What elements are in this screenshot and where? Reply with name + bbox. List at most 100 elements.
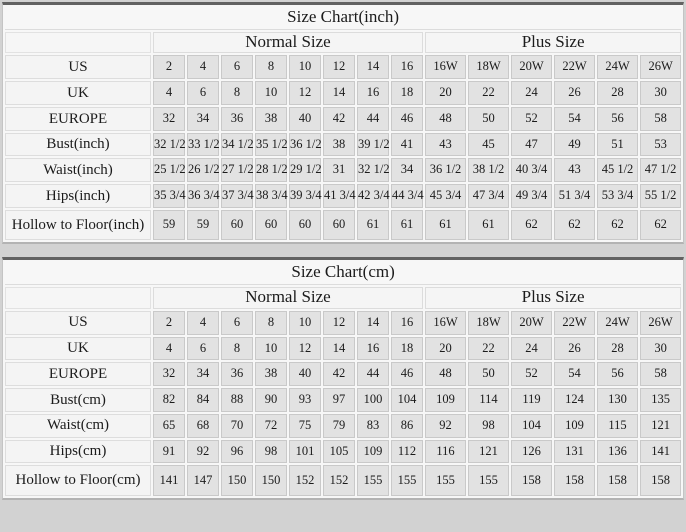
table-title-row: Size Chart(cm) (5, 262, 682, 286)
row-label: Hollow to Floor(cm) (5, 465, 151, 496)
size-cell: 152 (323, 465, 355, 496)
size-cell: 14 (357, 55, 389, 80)
size-cell: 82 (153, 388, 185, 412)
size-cell: 49 (554, 132, 595, 157)
size-cell: 22 (468, 81, 509, 105)
size-cell: 32 1/2 (153, 132, 186, 157)
size-cell: 16W (425, 55, 466, 80)
group-header-normal: Normal Size (153, 31, 423, 54)
size-cell: 45 1/2 (597, 158, 638, 183)
size-cell: 34 (391, 158, 423, 183)
size-cell: 28 (597, 336, 638, 361)
corner-cell (5, 31, 151, 54)
group-header-plus: Plus Size (425, 31, 682, 54)
size-cell: 38 1/2 (468, 158, 509, 183)
size-cell: 50 (468, 362, 509, 386)
size-cell: 114 (468, 388, 509, 412)
size-cell: 18 (391, 336, 423, 361)
size-cell: 39 3/4 (289, 184, 322, 208)
size-cell: 136 (597, 439, 638, 464)
table-row: UK 4 6 8 10 12 14 16 18 20 22 24 26 28 30 (5, 81, 682, 105)
size-cell: 51 3/4 (554, 184, 595, 208)
size-cell: 16 (391, 55, 423, 80)
size-cell: 53 3/4 (597, 184, 638, 208)
size-cell: 2 (153, 310, 185, 335)
size-cell: 37 3/4 (221, 184, 254, 208)
size-cell: 92 (425, 413, 466, 438)
size-cell: 8 (255, 55, 287, 80)
size-cell: 18 (391, 81, 423, 105)
size-cell: 38 (255, 106, 287, 131)
size-cell: 48 (425, 362, 466, 386)
size-cell: 6 (187, 81, 219, 105)
size-cell: 25 1/2 (153, 158, 186, 183)
size-cell: 20W (511, 55, 552, 80)
size-chart-cm-table: Size Chart(cm) Normal Size Plus Size US 2 4 6 8… (2, 257, 684, 500)
size-cell: 41 3/4 (323, 184, 356, 208)
size-cell: 26 (554, 81, 595, 105)
size-cell: 20 (425, 336, 466, 361)
table-title-row: Size Chart(inch) (5, 7, 682, 30)
table-title: Size Chart(cm) (5, 262, 682, 286)
size-cell: 98 (468, 413, 509, 438)
table-row: Hips(inch) 35 3/4 36 3/4 37 3/4 38 3/4 39 3/4… (5, 184, 682, 208)
size-cell: 130 (597, 388, 638, 412)
size-cell: 98 (255, 439, 287, 464)
size-cell: 22W (554, 310, 595, 335)
size-cell: 52 (511, 106, 552, 131)
size-cell: 46 (391, 106, 423, 131)
size-cell: 35 1/2 (255, 132, 288, 157)
size-cell: 14 (323, 81, 355, 105)
size-cell: 12 (323, 55, 355, 80)
size-cell: 126 (511, 439, 552, 464)
size-cell: 27 1/2 (221, 158, 254, 183)
size-cell: 26 1/2 (187, 158, 220, 183)
size-cell: 18W (468, 55, 509, 80)
table-row: US 2 4 6 8 10 12 14 16 16W 18W 20W 22W 24W 26W (5, 310, 682, 335)
size-cell: 45 (468, 132, 509, 157)
size-cell: 32 1/2 (357, 158, 390, 183)
size-cell: 61 (468, 209, 509, 241)
size-cell: 40 3/4 (511, 158, 552, 183)
size-cell: 43 (554, 158, 595, 183)
size-cell: 101 (289, 439, 321, 464)
size-cell: 32 (153, 106, 185, 131)
size-cell: 10 (289, 55, 321, 80)
size-cell: 150 (255, 465, 287, 496)
size-cell: 4 (153, 81, 185, 105)
size-cell: 6 (221, 310, 253, 335)
size-cell: 51 (597, 132, 638, 157)
size-cell: 62 (554, 209, 595, 241)
size-cell: 62 (597, 209, 638, 241)
size-cell: 60 (221, 209, 253, 241)
size-cell: 16W (425, 310, 466, 335)
size-cell: 4 (153, 336, 185, 361)
size-cell: 58 (640, 362, 682, 386)
size-cell: 53 (640, 132, 682, 157)
size-cell: 155 (425, 465, 466, 496)
size-cell: 131 (554, 439, 595, 464)
size-cell: 158 (511, 465, 552, 496)
size-cell: 79 (323, 413, 355, 438)
size-cell: 36 (221, 362, 253, 386)
size-cell: 135 (640, 388, 682, 412)
size-cell: 116 (425, 439, 466, 464)
size-cell: 24W (597, 310, 638, 335)
size-cell: 61 (391, 209, 423, 241)
size-cell: 31 (323, 158, 355, 183)
size-cell: 44 (357, 106, 389, 131)
row-label: Hollow to Floor(inch) (5, 209, 151, 241)
row-label: US (5, 310, 151, 335)
size-cell: 6 (187, 336, 219, 361)
size-cell: 38 3/4 (255, 184, 288, 208)
size-cell: 54 (554, 362, 595, 386)
row-label: EUROPE (5, 362, 151, 386)
size-cell: 62 (511, 209, 552, 241)
group-header-plus: Plus Size (425, 287, 682, 309)
size-cell: 32 (153, 362, 185, 386)
size-cell: 47 1/2 (640, 158, 682, 183)
size-cell: 61 (357, 209, 389, 241)
size-cell: 36 (221, 106, 253, 131)
row-label: UK (5, 336, 151, 361)
size-cell: 44 (357, 362, 389, 386)
